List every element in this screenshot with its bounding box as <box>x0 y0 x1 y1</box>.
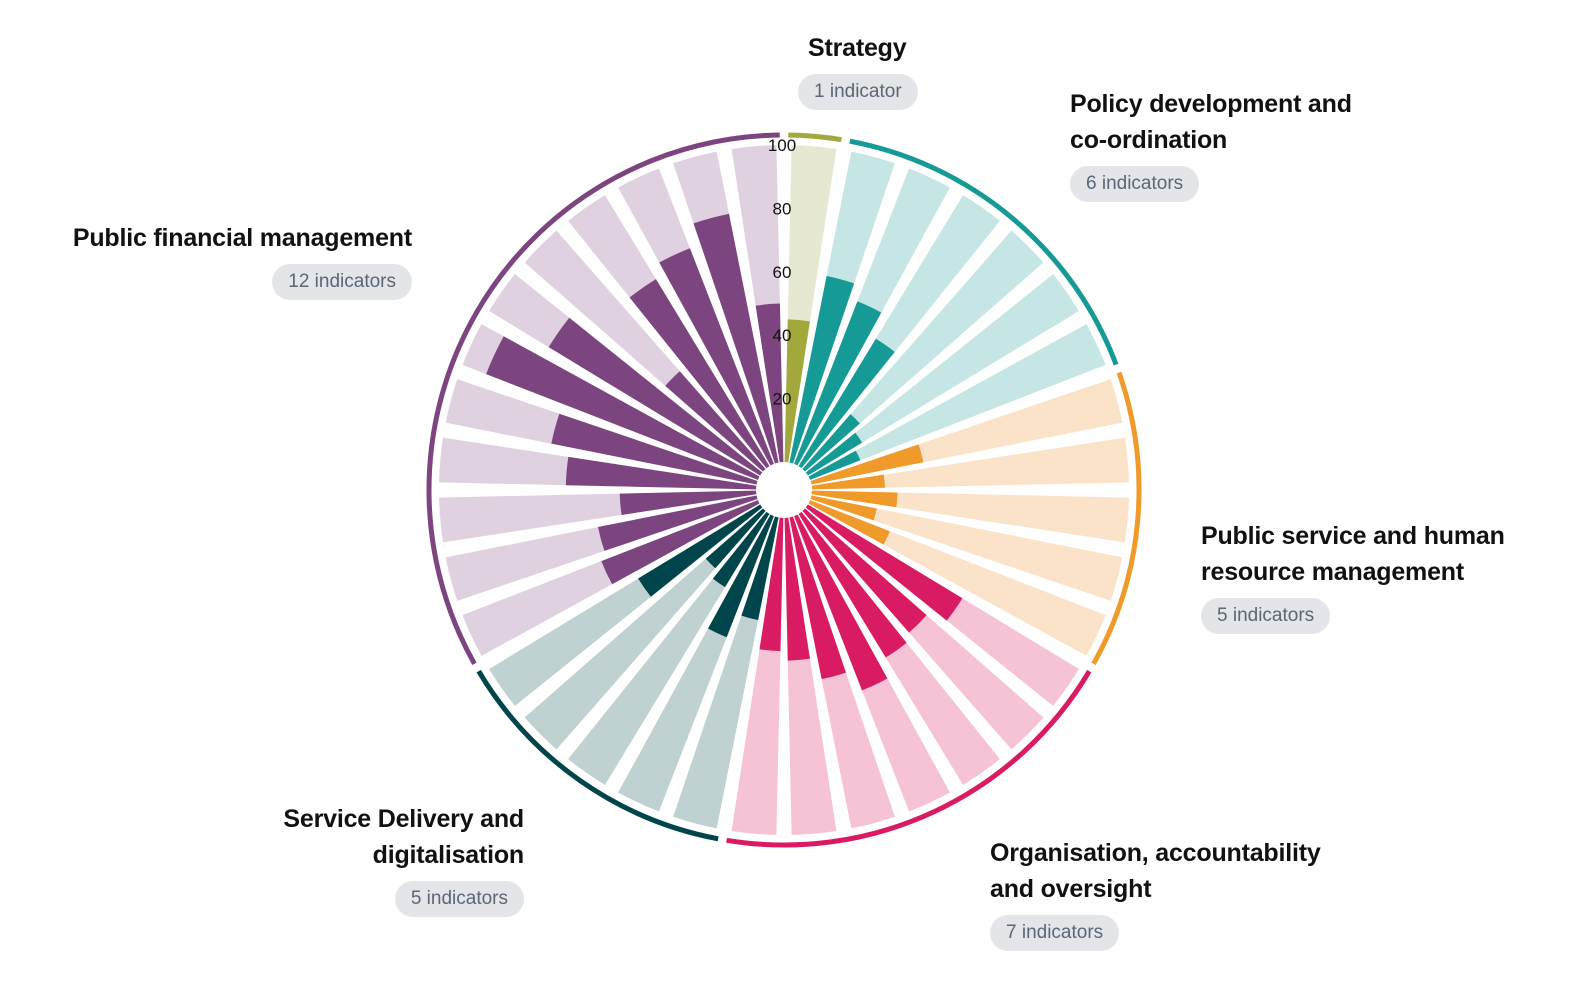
bar-value-2-0 <box>810 444 924 485</box>
group-title: Strategy <box>808 30 918 66</box>
bar-value-4-4 <box>638 504 763 597</box>
indicator-count-badge: 7 indicators <box>990 915 1120 951</box>
bar-value-5-4 <box>551 413 758 485</box>
indicator-count-badge: 6 indicators <box>1070 166 1200 202</box>
bar-value-3-1 <box>802 508 927 633</box>
bar-value-5-8 <box>629 279 770 469</box>
bar-value-5-3 <box>565 456 757 490</box>
group-arc-5 <box>426 132 780 666</box>
bar-value-5-10 <box>693 213 779 464</box>
bar-value-4-2 <box>712 511 770 588</box>
group-title-line: Public financial management <box>72 224 412 252</box>
bar-background-1-3 <box>802 230 1044 472</box>
bar-background-1-5 <box>808 324 1106 480</box>
bar-value-5-0 <box>601 500 760 585</box>
group-title-line: resource management <box>1201 558 1464 586</box>
group-arc-1 <box>849 138 1119 366</box>
bar-value-2-2 <box>811 490 898 508</box>
bar-value-1-3 <box>802 414 860 472</box>
radial-tick-label: 40 <box>773 326 792 345</box>
bar-value-1-4 <box>805 432 863 476</box>
bar-value-5-6 <box>548 317 763 476</box>
group-title-line: Service Delivery and <box>283 805 524 833</box>
radial-tick-label: 20 <box>773 390 792 409</box>
bar-value-3-2 <box>798 511 907 658</box>
bar-background-2-1 <box>811 437 1129 490</box>
bar-value-5-9 <box>659 248 774 466</box>
group-label-strategy: Strategy 1 indicator <box>798 30 918 110</box>
group-title-line: digitalisation <box>372 841 525 869</box>
bar-value-1-1 <box>794 301 882 466</box>
bar-value-3-5 <box>784 517 810 661</box>
group-title: Public service and human resource manage… <box>1201 518 1505 590</box>
bar-value-3-0 <box>805 504 963 621</box>
group-title-line: and oversight <box>990 875 1152 903</box>
indicator-count-badge: 12 indicators <box>272 264 412 300</box>
bar-value-3-6 <box>759 517 784 652</box>
group-title-line: Organisation, accountability <box>990 839 1321 867</box>
group-label-service-delivery: Service Delivery and digitalisation 5 in… <box>200 801 524 917</box>
bar-background-2-3 <box>810 495 1123 601</box>
group-title: Service Delivery and digitalisation <box>200 801 524 873</box>
group-arc-0 <box>788 132 842 143</box>
bar-value-5-7 <box>665 371 766 472</box>
group-label-public-service: Public service and human resource manage… <box>1201 518 1505 634</box>
group-arc-3 <box>726 669 1092 848</box>
group-title: Public financial management <box>20 220 412 256</box>
center-hole <box>758 464 810 516</box>
group-arc-4 <box>476 669 719 842</box>
bar-value-0-0 <box>784 319 810 463</box>
bar-background-4-3 <box>524 508 766 750</box>
bar-value-5-1 <box>597 495 758 551</box>
bar-value-5-11 <box>755 303 784 463</box>
radial-tick-label: 100 <box>768 136 796 155</box>
indicator-count-badge: 5 indicators <box>394 881 524 917</box>
radial-tick-label: 60 <box>773 263 792 282</box>
bar-value-4-3 <box>705 508 766 569</box>
bar-value-5-2 <box>619 490 757 515</box>
radial-tick-label: 80 <box>773 199 792 218</box>
bar-value-4-0 <box>741 516 779 621</box>
group-title: Organisation, accountability and oversig… <box>990 835 1321 907</box>
bar-value-2-4 <box>808 500 890 545</box>
group-title-line: Public service and human <box>1201 522 1505 550</box>
group-title: Policy development and co-ordination <box>1070 86 1352 158</box>
group-title-line: Strategy <box>808 34 907 62</box>
bar-value-3-3 <box>794 514 888 691</box>
group-arc-2 <box>1091 371 1142 666</box>
bar-value-2-1 <box>811 474 885 490</box>
bar-value-5-5 <box>486 336 760 480</box>
bar-value-1-0 <box>789 276 855 464</box>
bar-background-1-4 <box>805 274 1079 476</box>
indicator-count-badge: 5 indicators <box>1201 598 1331 634</box>
bar-value-2-3 <box>810 495 877 521</box>
bar-value-4-1 <box>708 514 774 638</box>
indicator-count-badge: 1 indicator <box>798 74 918 110</box>
group-label-organisation: Organisation, accountability and oversig… <box>990 835 1321 951</box>
group-label-public-financial: Public financial management 12 indicator… <box>20 220 412 300</box>
bar-value-1-2 <box>798 338 895 469</box>
bar-value-3-4 <box>789 516 846 680</box>
group-label-policy: Policy development and co-ordination 6 i… <box>1070 86 1352 202</box>
bar-value-1-5 <box>808 450 861 480</box>
group-title-line: Policy development and <box>1070 90 1352 118</box>
group-title-line: co-ordination <box>1070 126 1228 154</box>
